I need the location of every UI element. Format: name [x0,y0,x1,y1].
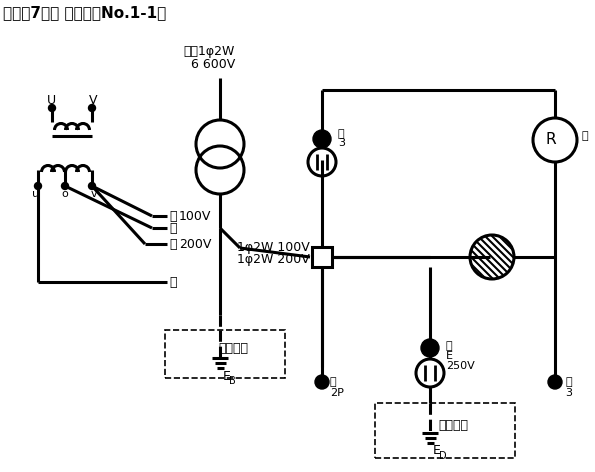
Bar [375,403,515,458]
Bar [312,247,332,267]
Circle shape [533,118,577,162]
Text: イ: イ [565,377,572,387]
Text: 3: 3 [565,388,572,398]
Text: 電湵1φ2W: 電湵1φ2W [183,45,234,59]
Text: ロ: ロ [446,341,453,351]
Text: ロ: ロ [330,377,337,387]
Text: 黒: 黒 [169,276,177,288]
Text: 【令和7年度 候補問題No.1-1】: 【令和7年度 候補問題No.1-1】 [3,5,166,20]
Text: B: B [229,376,236,386]
Circle shape [89,104,96,111]
Text: U: U [46,94,55,108]
Circle shape [35,183,42,189]
Text: E: E [433,445,441,457]
Circle shape [421,339,439,357]
Text: o: o [62,189,68,199]
Text: 200V: 200V [179,237,211,251]
Circle shape [61,183,68,189]
Circle shape [313,130,331,148]
Text: 白: 白 [169,237,177,251]
Circle shape [416,359,444,387]
Text: 1φ2W 100V: 1φ2W 100V [237,242,310,254]
Circle shape [315,375,329,389]
Text: 施工省略: 施工省略 [218,342,248,354]
Text: R: R [546,133,556,147]
Text: 100V: 100V [179,210,211,222]
Text: E: E [446,351,453,361]
Circle shape [89,183,96,189]
Text: 3: 3 [338,138,345,148]
Circle shape [308,148,336,176]
Text: u: u [33,189,39,199]
Text: V: V [89,94,97,108]
Text: 2P: 2P [330,388,344,398]
Text: D: D [439,451,447,461]
Bar [165,330,285,378]
Circle shape [49,104,55,111]
Text: 1φ2W 200V: 1φ2W 200V [237,253,310,267]
Text: 白: 白 [169,210,177,222]
Text: 250V: 250V [446,361,475,371]
Circle shape [548,375,562,389]
Text: 6 600V: 6 600V [191,59,235,71]
Circle shape [470,235,514,279]
Text: v: v [90,189,98,199]
Text: イ: イ [581,131,588,141]
Text: 施工省略: 施工省略 [438,419,468,432]
Text: E: E [223,370,231,382]
Text: 黒: 黒 [169,221,177,235]
Text: イ: イ [338,129,345,139]
